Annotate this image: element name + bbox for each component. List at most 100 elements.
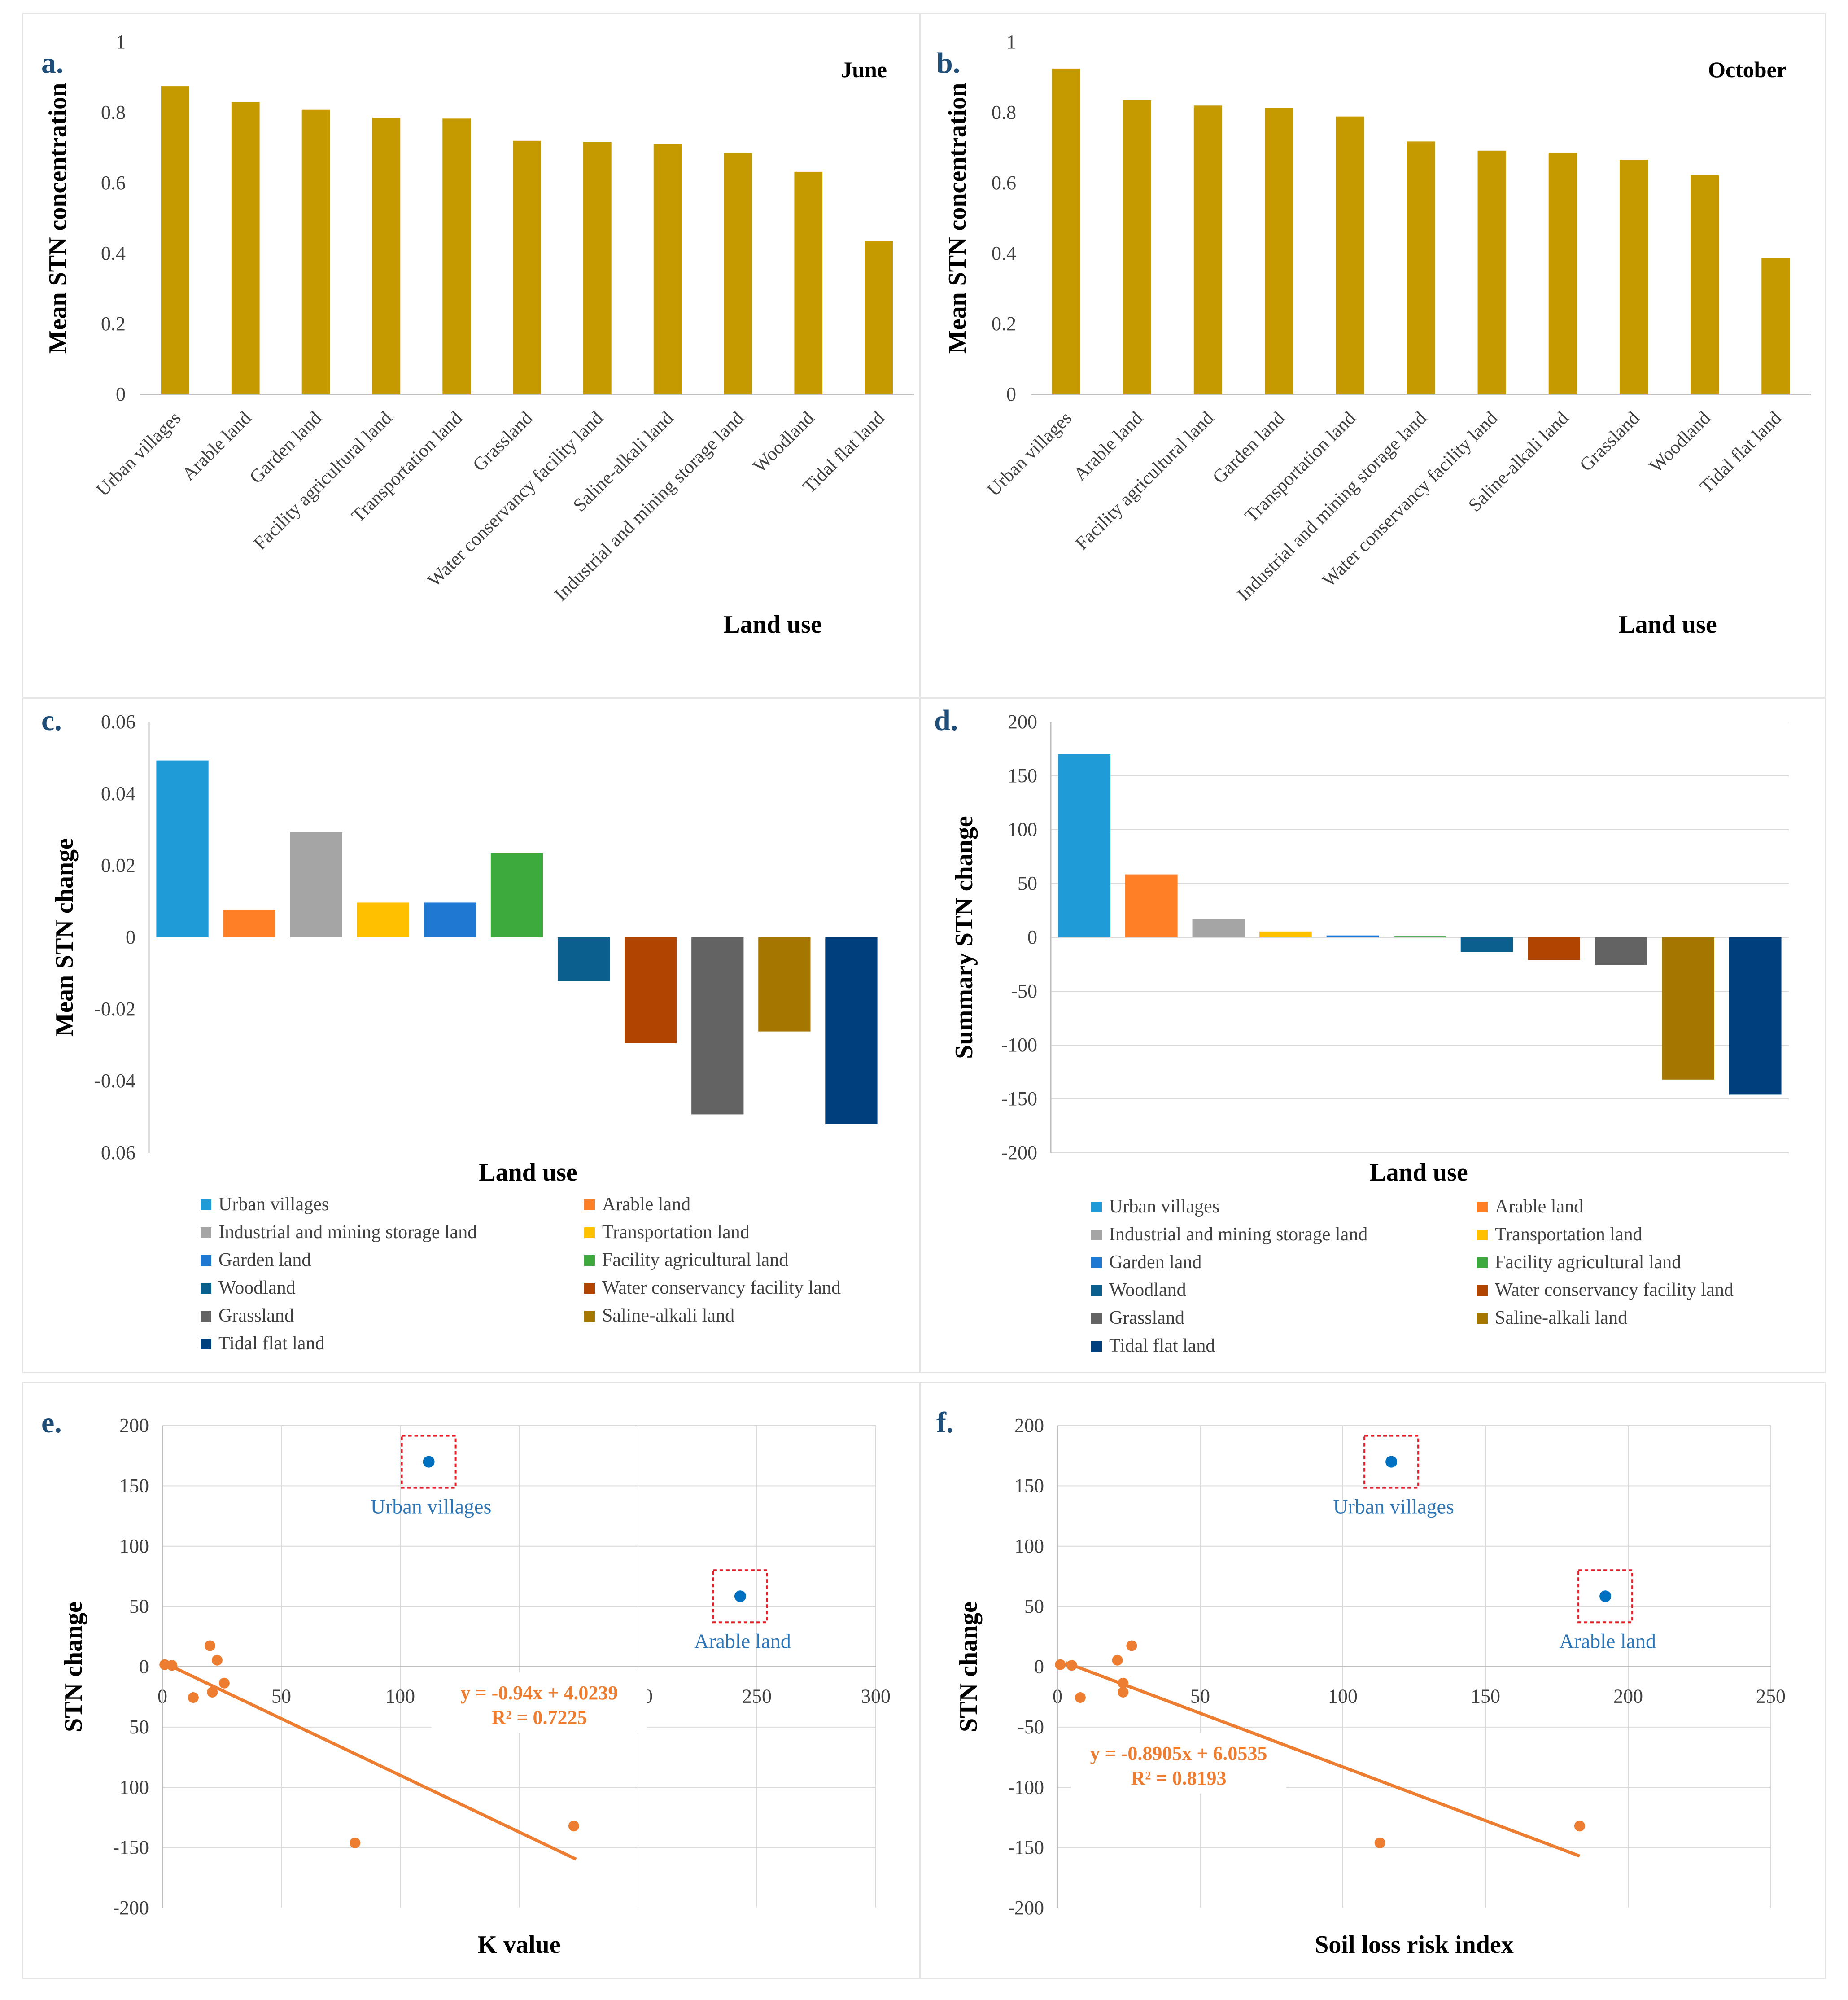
x-tick-label: Arable land — [178, 408, 255, 485]
x-axis-title: Land use — [479, 1159, 577, 1186]
x-tick-label: Grassland — [1576, 408, 1643, 476]
chart-b: b. October 0 0.2 0.4 0.6 0.8 1 Urban villagesAra… — [936, 31, 1811, 639]
y-tick-label: 0 — [1034, 1656, 1044, 1678]
bar-saline-alkali-land — [758, 937, 811, 1032]
y-tick-label: 100 — [1008, 818, 1037, 840]
bar-arable-land — [231, 102, 260, 394]
x-tick-label: 50 — [1190, 1685, 1210, 1707]
y-tick-label: 50 — [129, 1716, 149, 1738]
y-tick-label: 150 — [1008, 765, 1037, 787]
bar-woodland — [1460, 937, 1513, 952]
bar-grassland — [1595, 937, 1647, 965]
x-axis-title: Land use — [1618, 611, 1717, 639]
x-axis-title: K value — [477, 1931, 560, 1959]
y-tick-label: 200 — [1008, 711, 1037, 733]
legend-swatch — [201, 1311, 211, 1322]
bar-arable-land — [1125, 874, 1178, 937]
x-tick-label: 100 — [1328, 1685, 1358, 1707]
y-tick-label: 0.06 — [101, 711, 135, 733]
legend-item-tidal-flat-land: Tidal flat land — [1091, 1335, 1215, 1356]
legend-swatch — [1091, 1202, 1102, 1212]
x-tick-label: Facility agricultural land — [250, 408, 396, 554]
y-tick-label: 50 — [129, 1595, 149, 1617]
bar-woodland — [557, 937, 610, 981]
bar-facility-agricultural-land — [372, 117, 401, 394]
bar-urban-villages — [1058, 754, 1111, 937]
data-point — [1126, 1640, 1137, 1651]
bar-woodland — [1691, 175, 1719, 394]
legend-swatch — [584, 1311, 595, 1322]
chart-e: e.050100150200250300-200-150100500501001… — [41, 1406, 891, 1959]
bar-industrial-and-mining-storage-land — [1407, 141, 1435, 394]
panel-f: f.050100150200250-200-150-100-5005010015… — [920, 1382, 1826, 1979]
legend-item-tidal-flat-land: Tidal flat land — [201, 1333, 324, 1354]
legend-swatch — [1091, 1230, 1102, 1240]
bar-urban-villages — [156, 760, 209, 937]
legend-swatch — [1477, 1313, 1488, 1324]
bar-garden-land — [1265, 108, 1293, 394]
data-point — [207, 1686, 218, 1698]
r-squared: R² = 0.7225 — [491, 1707, 587, 1729]
data-point — [211, 1654, 223, 1666]
legend-swatch — [584, 1255, 595, 1266]
data-point — [350, 1837, 361, 1848]
point-annotation: Arable land — [1559, 1629, 1656, 1652]
legend-item-transportation-land: Transportation land — [1477, 1224, 1643, 1245]
y-tick-label: 0.2 — [992, 313, 1016, 335]
bar-water-conservancy-facility-land — [1528, 937, 1580, 960]
bar-water-conservancy-facility-land — [583, 142, 612, 394]
trendline-equation: y = -0.8905x + 6.0535 — [1090, 1742, 1267, 1764]
bar-urban-villages — [1052, 68, 1080, 394]
y-tick-label: -0.02 — [94, 998, 135, 1020]
y-tick-label: 200 — [1014, 1414, 1044, 1436]
legend-swatch — [201, 1255, 211, 1266]
legend-swatch — [1091, 1313, 1102, 1324]
y-axis-title: Mean STN concentration — [44, 83, 72, 354]
bar-grassland — [513, 140, 541, 394]
bar-grassland — [1619, 160, 1648, 394]
highlight-box — [712, 1569, 768, 1624]
y-tick-label: 0.6 — [101, 172, 126, 194]
x-tick-label: Urban villages — [983, 408, 1076, 501]
y-tick-label: 0 — [1006, 383, 1016, 405]
equation-background — [432, 1672, 647, 1733]
y-tick-label: 0.04 — [101, 783, 135, 805]
bar-tidal-flat-land — [1729, 937, 1782, 1095]
y-tick-label: 100 — [119, 1535, 149, 1557]
x-tick-label: Grassland — [469, 408, 537, 476]
highlight-box — [401, 1435, 457, 1489]
legend-item-grassland: Grassland — [1091, 1308, 1184, 1328]
y-tick-label: -0.04 — [94, 1070, 135, 1092]
legend-label: Garden land — [218, 1250, 311, 1270]
bar-garden-land — [301, 109, 330, 395]
y-tick-label: 0 — [1027, 926, 1037, 948]
y-tick-label: 50 — [1018, 872, 1037, 894]
x-tick-label: Woodland — [749, 408, 818, 477]
data-point — [218, 1677, 230, 1689]
bar-transportation-land — [357, 902, 409, 937]
legend-swatch — [1477, 1257, 1488, 1268]
panel-b: b. October 0 0.2 0.4 0.6 0.8 1 Urban villages Ara… — [920, 13, 1826, 698]
bar-transportation-land — [1336, 116, 1364, 394]
legend-label: Tidal flat land — [218, 1333, 324, 1354]
y-tick-label: 0.06 — [101, 1142, 135, 1164]
point-annotation: Arable land — [694, 1629, 791, 1652]
data-point-arable-land — [734, 1590, 746, 1602]
bar-arable-land — [223, 910, 275, 937]
bar-tidal-flat-land — [1761, 258, 1790, 394]
legend-label: Garden land — [1109, 1252, 1201, 1273]
legend-item-arable-land: Arable land — [1477, 1196, 1583, 1217]
data-point — [1118, 1677, 1129, 1689]
point-annotation: Urban villages — [371, 1495, 492, 1518]
panel-label: f. — [936, 1406, 953, 1439]
legend-swatch — [1091, 1285, 1102, 1296]
x-tick-label: 50 — [271, 1685, 291, 1707]
data-point — [188, 1692, 199, 1703]
legend-swatch — [1477, 1202, 1488, 1212]
panel-d: d. -200 -150 -100 -50 0 50 100 150 200 Land use Sum… — [920, 698, 1826, 1373]
data-point — [1055, 1659, 1066, 1670]
y-tick-label: 0.2 — [101, 313, 126, 335]
legend-item-woodland: Woodland — [201, 1278, 296, 1298]
data-point — [568, 1821, 579, 1832]
legend-label: Urban villages — [218, 1194, 329, 1215]
